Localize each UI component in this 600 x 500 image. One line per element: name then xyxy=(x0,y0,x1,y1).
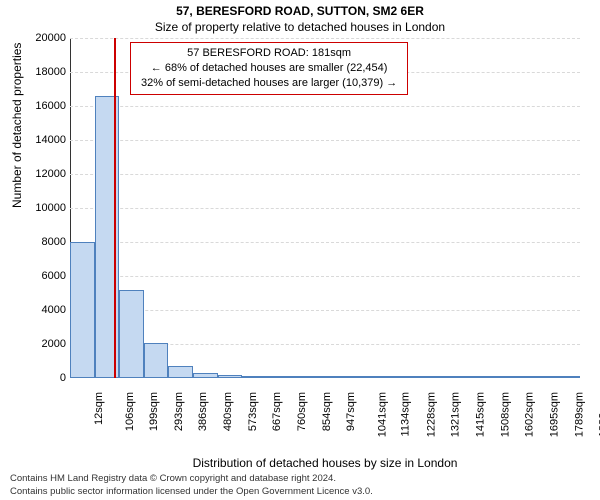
x-tick-label: 1321sqm xyxy=(450,392,462,437)
gridline xyxy=(70,310,580,311)
x-tick-label: 667sqm xyxy=(272,392,284,431)
histogram-bar xyxy=(562,376,580,378)
histogram-bar xyxy=(267,376,292,378)
histogram-bar xyxy=(538,376,562,378)
x-tick-label: 293sqm xyxy=(173,392,185,431)
histogram-bar xyxy=(341,376,365,378)
gridline xyxy=(70,208,580,209)
gridline xyxy=(70,174,580,175)
x-tick-label: 573sqm xyxy=(247,392,259,431)
y-tick-label: 10000 xyxy=(6,202,66,214)
y-tick-label: 18000 xyxy=(6,66,66,78)
y-tick-label: 0 xyxy=(6,372,66,384)
chart-title: 57, BERESFORD ROAD, SUTTON, SM2 6ER xyxy=(0,4,600,18)
y-tick-label: 20000 xyxy=(6,32,66,44)
x-tick-label: 1041sqm xyxy=(376,392,388,437)
histogram-bar xyxy=(439,376,463,378)
x-axis-label: Distribution of detached houses by size … xyxy=(70,456,580,470)
histogram-bar xyxy=(390,376,414,378)
x-tick-label: 1695sqm xyxy=(548,392,560,437)
x-tick-label: 1789sqm xyxy=(573,392,585,437)
credit-line-2: Contains public sector information licen… xyxy=(10,486,590,498)
x-tick-label: 106sqm xyxy=(124,392,136,431)
histogram-bar xyxy=(316,376,341,378)
x-tick-label: 1602sqm xyxy=(524,392,536,437)
x-tick-label: 386sqm xyxy=(198,392,210,431)
histogram-bar xyxy=(193,373,217,378)
histogram-bar xyxy=(513,376,538,378)
x-tick-label: 12sqm xyxy=(93,392,105,425)
y-tick-label: 4000 xyxy=(6,304,66,316)
x-tick-label: 1415sqm xyxy=(474,392,486,437)
gridline xyxy=(70,140,580,141)
chart-subtitle: Size of property relative to detached ho… xyxy=(0,20,600,34)
histogram-bar xyxy=(488,376,512,378)
histogram-bar xyxy=(365,376,390,378)
x-tick-label: 947sqm xyxy=(345,392,357,431)
histogram-bar xyxy=(414,376,439,378)
y-tick-label: 14000 xyxy=(6,134,66,146)
credit-line-1: Contains HM Land Registry data © Crown c… xyxy=(10,473,590,485)
x-tick-label: 854sqm xyxy=(321,392,333,431)
histogram-bar xyxy=(218,375,243,378)
x-tick-label: 199sqm xyxy=(148,392,160,431)
x-tick-label: 480sqm xyxy=(222,392,234,431)
gridline xyxy=(70,106,580,107)
histogram-bar xyxy=(292,376,316,378)
y-tick-label: 12000 xyxy=(6,168,66,180)
histogram-bar xyxy=(144,343,168,378)
histogram-bar xyxy=(464,376,489,378)
y-tick-label: 6000 xyxy=(6,270,66,282)
y-tick-label: 16000 xyxy=(6,100,66,112)
x-tick-label: 1508sqm xyxy=(499,392,511,437)
gridline xyxy=(70,38,580,39)
histogram-bar xyxy=(119,290,144,378)
x-tick-label: 1228sqm xyxy=(425,392,437,437)
annotation-line-1: 57 BERESFORD ROAD: 181sqm xyxy=(141,46,397,61)
histogram-bar xyxy=(242,376,266,378)
gridline xyxy=(70,242,580,243)
histogram-bar xyxy=(168,366,193,378)
y-tick-label: 2000 xyxy=(6,338,66,350)
credit-text: Contains HM Land Registry data © Crown c… xyxy=(10,473,590,498)
gridline xyxy=(70,276,580,277)
histogram-bar xyxy=(70,242,95,378)
annotation-line-2: ← 68% of detached houses are smaller (22… xyxy=(141,61,397,76)
annotation-box: 57 BERESFORD ROAD: 181sqm ← 68% of detac… xyxy=(130,42,408,95)
reference-line xyxy=(114,38,116,378)
y-tick-label: 8000 xyxy=(6,236,66,248)
annotation-line-3: 32% of semi-detached houses are larger (… xyxy=(141,76,397,91)
x-tick-label: 1134sqm xyxy=(400,392,412,436)
x-tick-label: 760sqm xyxy=(296,392,308,431)
